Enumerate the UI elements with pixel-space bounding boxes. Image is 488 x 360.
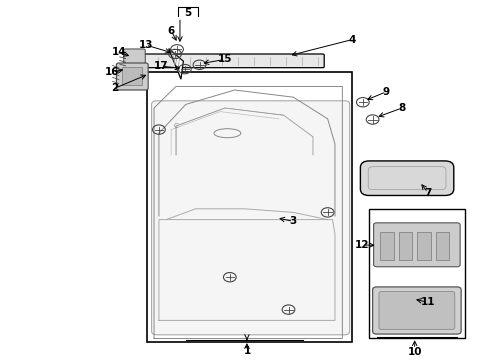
FancyBboxPatch shape bbox=[135, 54, 324, 68]
Text: 10: 10 bbox=[407, 347, 421, 357]
Text: 14: 14 bbox=[111, 47, 126, 57]
Text: 4: 4 bbox=[347, 35, 355, 45]
Text: 5: 5 bbox=[184, 8, 191, 18]
Bar bbox=[416, 232, 430, 260]
FancyBboxPatch shape bbox=[378, 292, 454, 329]
Bar bbox=[368, 209, 464, 338]
Text: 12: 12 bbox=[354, 240, 368, 250]
Text: 8: 8 bbox=[398, 103, 405, 113]
Text: 6: 6 bbox=[167, 26, 174, 36]
Text: 11: 11 bbox=[420, 297, 434, 307]
FancyBboxPatch shape bbox=[360, 161, 453, 195]
Text: 13: 13 bbox=[138, 40, 153, 50]
Bar bbox=[146, 72, 351, 342]
Bar bbox=[122, 67, 142, 85]
Text: 2: 2 bbox=[111, 83, 118, 93]
Text: 17: 17 bbox=[154, 61, 168, 71]
Text: 1: 1 bbox=[243, 346, 250, 356]
FancyBboxPatch shape bbox=[123, 49, 145, 70]
FancyBboxPatch shape bbox=[373, 223, 459, 267]
Bar bbox=[398, 232, 411, 260]
Text: 9: 9 bbox=[382, 87, 389, 97]
Ellipse shape bbox=[373, 254, 393, 265]
FancyBboxPatch shape bbox=[151, 101, 349, 335]
Text: 3: 3 bbox=[289, 216, 296, 226]
FancyBboxPatch shape bbox=[372, 287, 460, 334]
Polygon shape bbox=[168, 49, 183, 79]
Bar bbox=[435, 232, 448, 260]
Text: C: C bbox=[173, 123, 178, 129]
Text: 7: 7 bbox=[423, 188, 431, 198]
Text: 15: 15 bbox=[217, 54, 232, 64]
Text: 16: 16 bbox=[105, 67, 120, 77]
FancyBboxPatch shape bbox=[116, 63, 148, 90]
Bar bbox=[379, 232, 393, 260]
